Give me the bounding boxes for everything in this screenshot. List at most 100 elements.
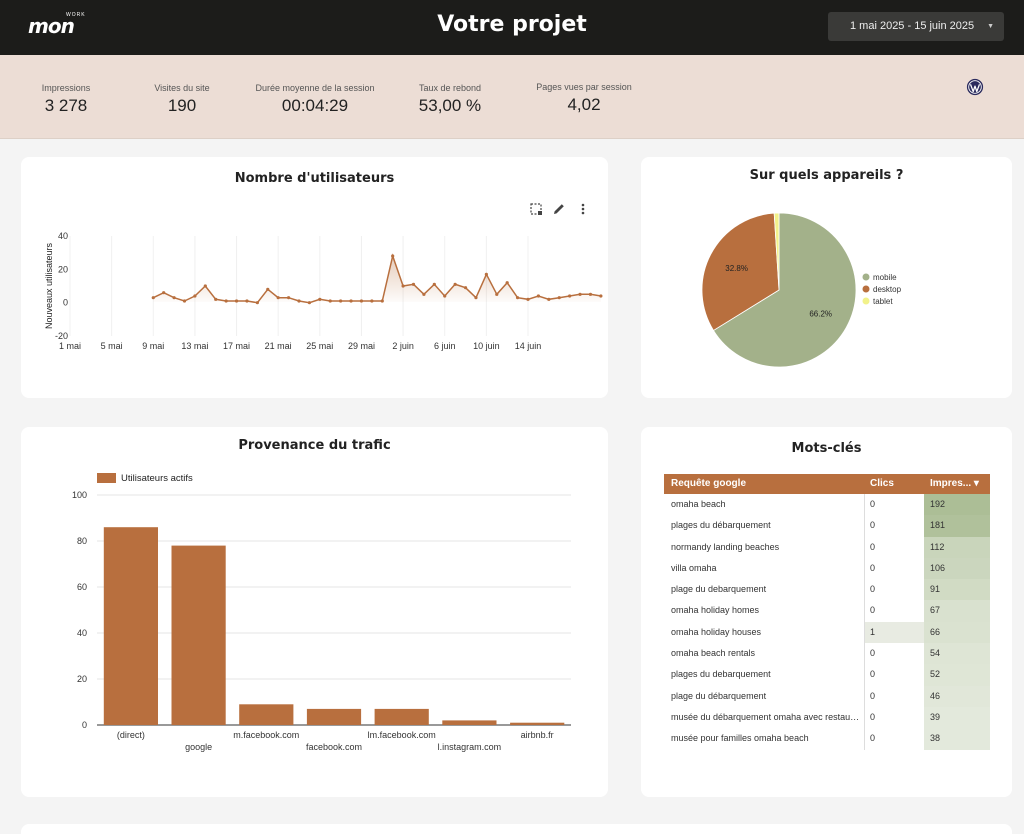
x-tick-label: 9 mai bbox=[142, 341, 164, 351]
data-point[interactable] bbox=[339, 299, 343, 303]
kpi-visits: Visites du site 190 bbox=[146, 83, 218, 116]
data-point[interactable] bbox=[162, 291, 166, 295]
caret-down-icon: ▼ bbox=[987, 23, 994, 30]
data-point[interactable] bbox=[172, 296, 176, 300]
heat-cell-impressions bbox=[924, 515, 990, 537]
data-point[interactable] bbox=[297, 299, 301, 303]
table-body: omaha beach 0 192 plages du débarquement 0 18… bbox=[664, 494, 990, 750]
column-header-query[interactable]: Requête google bbox=[671, 478, 747, 489]
wordpress-icon[interactable] bbox=[966, 78, 984, 96]
table-row[interactable]: normandy landing beaches 0 112 bbox=[664, 536, 990, 558]
data-point[interactable] bbox=[526, 297, 530, 301]
data-point[interactable] bbox=[193, 294, 197, 298]
legend-label[interactable]: tablet bbox=[873, 297, 893, 306]
data-point[interactable] bbox=[588, 292, 593, 296]
data-point[interactable] bbox=[234, 299, 239, 303]
x-tick-label: google bbox=[185, 742, 212, 752]
column-header-impressions[interactable]: Impres... ▾ bbox=[930, 478, 979, 489]
data-point[interactable] bbox=[245, 299, 249, 303]
data-point[interactable] bbox=[151, 296, 155, 300]
x-tick-label: 6 juin bbox=[434, 341, 456, 351]
data-point[interactable] bbox=[224, 299, 228, 303]
bar[interactable] bbox=[171, 545, 226, 725]
table-row[interactable]: plages du débarquement 0 181 bbox=[664, 515, 990, 537]
data-point[interactable] bbox=[463, 286, 468, 290]
bar[interactable] bbox=[239, 704, 294, 725]
date-range-picker[interactable]: 1 mai 2025 - 15 juin 2025 ▼ bbox=[828, 12, 1004, 41]
data-point[interactable] bbox=[307, 301, 312, 305]
table-row[interactable]: plage du débarquement 0 46 bbox=[664, 685, 990, 707]
bar[interactable] bbox=[306, 708, 362, 725]
data-point[interactable] bbox=[599, 294, 603, 298]
cell-query: omaha holiday homes bbox=[671, 605, 760, 616]
legend-swatch bbox=[862, 273, 870, 281]
data-point[interactable] bbox=[578, 292, 582, 296]
cell-impressions: 112 bbox=[930, 541, 945, 552]
data-point[interactable] bbox=[495, 292, 499, 296]
data-point[interactable] bbox=[453, 282, 457, 286]
table-row[interactable]: plages du debarquement 0 52 bbox=[664, 664, 990, 686]
data-point[interactable] bbox=[370, 299, 374, 303]
pie-slice-mobile[interactable] bbox=[712, 212, 857, 368]
data-point[interactable] bbox=[484, 272, 488, 276]
bar[interactable] bbox=[510, 722, 565, 725]
data-point[interactable] bbox=[401, 284, 405, 288]
data-point[interactable] bbox=[286, 296, 291, 300]
more-vert-icon[interactable] bbox=[575, 201, 591, 217]
cell-query: musée pour familles omaha beach bbox=[671, 733, 809, 744]
table-row[interactable]: omaha beach rentals 0 54 bbox=[664, 643, 990, 665]
select-area-icon[interactable] bbox=[528, 201, 544, 217]
table-row[interactable]: omaha holiday homes 0 67 bbox=[664, 600, 990, 622]
data-point[interactable] bbox=[568, 294, 572, 298]
data-point[interactable] bbox=[359, 299, 364, 303]
bar[interactable] bbox=[103, 527, 158, 725]
table-row[interactable]: musée du débarquement omaha avec restaur… bbox=[664, 706, 990, 729]
cell-query: plages du debarquement bbox=[671, 669, 771, 680]
data-point[interactable] bbox=[443, 294, 447, 298]
data-point[interactable] bbox=[505, 281, 509, 285]
legend-label[interactable]: desktop bbox=[873, 285, 902, 294]
data-point[interactable] bbox=[411, 282, 416, 286]
card-title: Nombre d'utilisateurs bbox=[234, 171, 395, 186]
x-tick-label: 29 mai bbox=[348, 341, 375, 351]
data-point[interactable] bbox=[182, 299, 187, 303]
data-point[interactable] bbox=[203, 284, 207, 288]
table-header: Requête google Clics Impres... ▾ bbox=[664, 474, 990, 494]
table-row[interactable]: villa omaha 0 106 bbox=[664, 557, 990, 580]
data-point[interactable] bbox=[422, 292, 426, 296]
data-point[interactable] bbox=[328, 299, 332, 303]
data-point[interactable] bbox=[536, 294, 541, 298]
bar[interactable] bbox=[374, 708, 429, 725]
data-point[interactable] bbox=[255, 301, 259, 305]
column-header-clicks[interactable]: Clics bbox=[870, 478, 894, 489]
table-row[interactable]: omaha holiday houses 1 66 bbox=[664, 621, 990, 644]
data-point[interactable] bbox=[214, 297, 218, 301]
kpi-value: 190 bbox=[167, 96, 197, 115]
table-row[interactable]: musée pour familles omaha beach 0 38 bbox=[664, 728, 990, 750]
y-tick-label: 0 bbox=[63, 298, 68, 308]
pie-slice-tablet[interactable] bbox=[773, 212, 780, 291]
table-row[interactable]: omaha beach 0 192 bbox=[664, 494, 990, 516]
data-point[interactable] bbox=[276, 296, 280, 300]
x-tick-label: 13 mai bbox=[181, 341, 208, 351]
x-tick-label: (direct) bbox=[117, 730, 145, 740]
legend-label[interactable]: Utilisateurs actifs bbox=[121, 473, 193, 484]
data-point[interactable] bbox=[474, 296, 478, 300]
table-row[interactable]: plage du debarquement 0 91 bbox=[664, 579, 990, 601]
edit-pencil-icon[interactable] bbox=[551, 201, 567, 217]
legend-label[interactable]: mobile bbox=[873, 273, 897, 282]
brand-logo[interactable]: mon WORK bbox=[28, 12, 88, 38]
data-point[interactable] bbox=[547, 297, 551, 301]
bar[interactable] bbox=[442, 720, 497, 725]
data-point[interactable] bbox=[391, 254, 395, 258]
data-point[interactable] bbox=[515, 296, 520, 300]
data-point[interactable] bbox=[557, 296, 561, 300]
data-point[interactable] bbox=[266, 287, 270, 291]
data-point[interactable] bbox=[380, 299, 384, 303]
y-tick-label: 100 bbox=[72, 490, 87, 500]
kpi-band: Impressions 3 278 Visites du site 190 Du… bbox=[0, 55, 1024, 139]
pie-slice-desktop[interactable] bbox=[701, 212, 780, 331]
data-point[interactable] bbox=[318, 297, 322, 301]
data-point[interactable] bbox=[349, 299, 353, 303]
data-point[interactable] bbox=[432, 282, 436, 286]
